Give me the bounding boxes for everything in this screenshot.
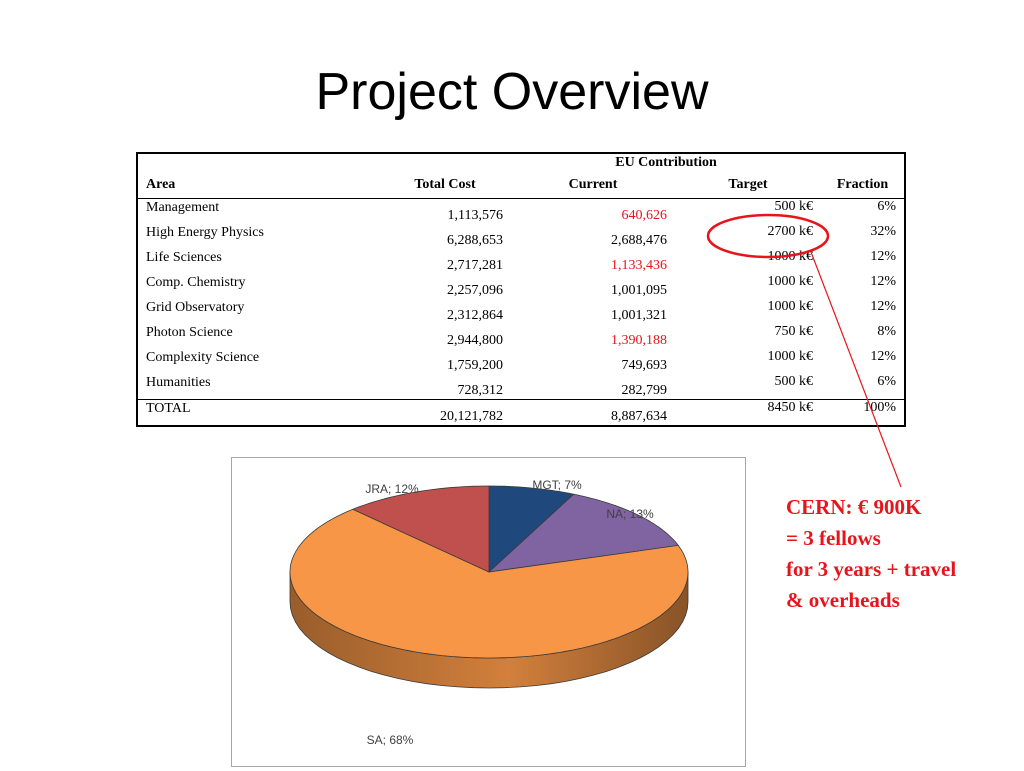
total-cost-cell: 728,312 — [457, 383, 504, 398]
table-row: Grid Observatory 2,312,864 1,001,321 100… — [137, 299, 905, 324]
column-header-fraction: Fraction — [836, 177, 889, 192]
target-sum-cell: 8450 k€ — [675, 399, 821, 426]
pie-data-label: JRA; 12% — [365, 482, 419, 496]
total-cost-cell: 2,257,096 — [447, 283, 503, 298]
fraction-cell: 6% — [877, 199, 896, 214]
slide-title: Project Overview — [315, 63, 709, 121]
target-cell: 2700 k€ — [767, 224, 814, 239]
table-row: Complexity Science 1,759,200 749,693 100… — [137, 349, 905, 374]
annotation-line: = 3 fellows — [786, 526, 881, 550]
target-cell: 1000 k€ — [767, 299, 814, 314]
column-header-target: Target — [728, 177, 768, 192]
pie-slice-sa — [289, 508, 689, 659]
project-overview-table: EU Contribution Area Total Cost Current … — [136, 152, 906, 427]
table-row: Management 1,113,576 640,626 500 k€ 6% — [137, 199, 905, 225]
annotation-line: & overheads — [786, 588, 900, 612]
cern-annotation: CERN: € 900K = 3 fellows for 3 years + t… — [786, 492, 956, 616]
current-cell: 1,133,436 — [611, 258, 667, 273]
target-cell: 1000 k€ — [767, 274, 814, 289]
pie-data-label: SA; 68% — [367, 733, 414, 747]
current-sum-cell: 8,887,634 — [511, 399, 675, 426]
table-row: High Energy Physics 6,288,653 2,688,476 … — [137, 224, 905, 249]
pie-data-label: MGT; 7% — [532, 478, 582, 492]
target-cell: 750 k€ — [774, 324, 814, 339]
total-cost-cell: 2,312,864 — [447, 308, 503, 323]
table-row: Humanities 728,312 282,799 500 k€ 6% — [137, 374, 905, 400]
column-header-area: Area — [146, 177, 176, 192]
current-cell: 1,001,095 — [611, 283, 667, 298]
fraction-cell: 12% — [870, 249, 896, 264]
fraction-cell: 8% — [877, 324, 896, 339]
target-cell: 1000 k€ — [767, 249, 814, 264]
area-cell: Comp. Chemistry — [146, 275, 246, 290]
current-cell: 2,688,476 — [611, 233, 667, 248]
pie-chart: MGT; 7% NA; 13% SA; 68% JRA; 12% — [289, 478, 689, 747]
pie-slice-jra — [351, 485, 490, 573]
total-cost-cell: 2,717,281 — [447, 258, 503, 273]
target-cell: 500 k€ — [774, 374, 814, 389]
current-cell: 640,626 — [621, 208, 668, 223]
current-cell: 749,693 — [621, 358, 668, 373]
annotation-line: CERN: € 900K — [786, 495, 922, 519]
target-cell: 500 k€ — [774, 199, 814, 214]
fraction-cell: 12% — [870, 299, 896, 314]
total-cost-sum-cell: 20,121,782 — [379, 399, 511, 426]
fraction-cell: 12% — [870, 349, 896, 364]
annotation-line: for 3 years + travel — [786, 557, 957, 581]
pie-data-label: NA; 13% — [606, 507, 654, 521]
area-cell: Photon Science — [146, 325, 233, 340]
fraction-cell: 6% — [877, 374, 896, 389]
pie-chart-frame: MGT; 7% NA; 13% SA; 68% JRA; 12% — [231, 457, 746, 767]
total-row: TOTAL 20,121,782 8,887,634 8450 k€ 100% — [137, 399, 905, 426]
target-cell: 1000 k€ — [767, 349, 814, 364]
current-cell: 1,001,321 — [611, 308, 667, 323]
area-cell: High Energy Physics — [146, 225, 264, 240]
area-cell: Complexity Science — [146, 350, 260, 365]
current-cell: 1,390,188 — [611, 333, 667, 348]
table-row: Life Sciences 2,717,281 1,133,436 1000 k… — [137, 249, 905, 274]
table-row: Photon Science 2,944,800 1,390,188 750 k… — [137, 324, 905, 349]
pie-slice-mgt — [488, 485, 575, 573]
total-cost-cell: 6,288,653 — [447, 233, 503, 248]
area-cell: Humanities — [146, 375, 211, 390]
total-cost-cell: 1,113,576 — [447, 208, 503, 223]
total-cost-cell: 1,759,200 — [447, 358, 503, 373]
current-cell: 282,799 — [621, 383, 668, 398]
table-row: Comp. Chemistry 2,257,096 1,001,095 1000… — [137, 274, 905, 299]
eu-contribution-header: EU Contribution — [615, 155, 717, 170]
area-cell: Management — [146, 200, 220, 215]
pie-slice-na — [487, 493, 680, 573]
total-label-cell: TOTAL — [137, 399, 379, 426]
column-header-current: Current — [568, 177, 618, 192]
total-cost-cell: 2,944,800 — [447, 333, 503, 348]
fraction-cell: 32% — [870, 224, 896, 239]
fraction-cell: 12% — [870, 274, 896, 289]
fraction-sum-cell: 100% — [821, 399, 905, 426]
area-cell: Life Sciences — [146, 250, 222, 265]
column-header-total-cost: Total Cost — [414, 177, 476, 192]
area-cell: Grid Observatory — [146, 300, 245, 315]
